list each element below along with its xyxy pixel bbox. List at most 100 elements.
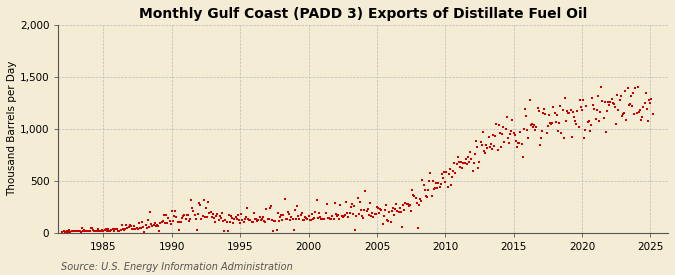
Point [533, 109, 544, 113]
Point [629, 112, 640, 116]
Point [385, 220, 396, 224]
Point [305, 218, 316, 222]
Point [252, 219, 263, 223]
Point [599, 100, 610, 104]
Point [149, 221, 160, 226]
Point [500, 126, 511, 131]
Point [442, 185, 453, 189]
Point [342, 211, 352, 215]
Point [480, 151, 491, 155]
Point [185, 217, 196, 221]
Point [565, 108, 576, 112]
Point [343, 214, 354, 219]
Point [223, 213, 234, 217]
Point [130, 227, 141, 232]
Point [82, 229, 93, 233]
Point [261, 206, 272, 211]
Point [144, 225, 155, 230]
Point [384, 210, 395, 214]
Point [381, 203, 392, 207]
Point [434, 185, 445, 190]
Point [596, 85, 607, 89]
Point [126, 224, 136, 229]
Point [197, 214, 208, 218]
Point [462, 161, 472, 166]
Point [61, 230, 72, 234]
Point [505, 131, 516, 136]
Point [441, 170, 452, 174]
Point [373, 206, 383, 210]
Point [353, 212, 364, 216]
Point [508, 131, 519, 135]
Point [319, 217, 330, 221]
Point [491, 122, 502, 127]
Point [248, 211, 259, 215]
Point [207, 212, 218, 216]
Point [74, 229, 85, 233]
Point [308, 217, 319, 222]
Point [389, 212, 400, 217]
Point [98, 229, 109, 233]
Point [517, 154, 528, 159]
Point [349, 204, 360, 208]
Point [616, 113, 627, 118]
Point [202, 215, 213, 219]
Point [417, 178, 428, 183]
Point [328, 216, 339, 221]
Point [498, 125, 509, 129]
Point [440, 180, 451, 184]
Point [338, 215, 348, 219]
Point [104, 228, 115, 233]
Point [196, 217, 207, 221]
Point [495, 145, 506, 149]
Point [608, 101, 619, 106]
Point [323, 216, 333, 220]
Point [611, 122, 622, 126]
Point [562, 109, 572, 113]
Point [624, 102, 635, 106]
Point [431, 181, 441, 185]
Point [325, 217, 335, 221]
Point [572, 109, 583, 113]
Point [502, 136, 513, 141]
Point [459, 161, 470, 166]
Point [502, 115, 512, 119]
Point [531, 125, 542, 129]
Point [469, 152, 480, 156]
Point [588, 103, 599, 107]
Point [356, 213, 367, 218]
Point [473, 166, 484, 170]
Point [447, 174, 458, 179]
Point [566, 135, 577, 140]
Point [574, 97, 585, 102]
Point [255, 218, 266, 222]
Point [634, 108, 645, 112]
Point [138, 225, 148, 230]
Point [238, 219, 249, 224]
Point [229, 217, 240, 221]
Point [294, 217, 305, 221]
Point [205, 210, 216, 214]
Point [435, 182, 446, 186]
Point [326, 217, 337, 221]
Point [139, 230, 150, 234]
Point [122, 226, 133, 230]
Point [637, 114, 648, 119]
Point [301, 216, 312, 220]
Point [389, 207, 400, 212]
Point [411, 201, 422, 206]
Point [207, 214, 217, 219]
Point [159, 221, 170, 226]
Point [109, 227, 120, 232]
Point [244, 218, 254, 222]
Point [296, 211, 307, 215]
Point [549, 111, 560, 115]
Point [462, 155, 473, 159]
Point [91, 229, 102, 233]
Point [646, 96, 657, 101]
Point [235, 220, 246, 225]
Point [292, 204, 302, 209]
Point [70, 229, 80, 233]
Point [392, 209, 403, 213]
Point [424, 179, 435, 183]
